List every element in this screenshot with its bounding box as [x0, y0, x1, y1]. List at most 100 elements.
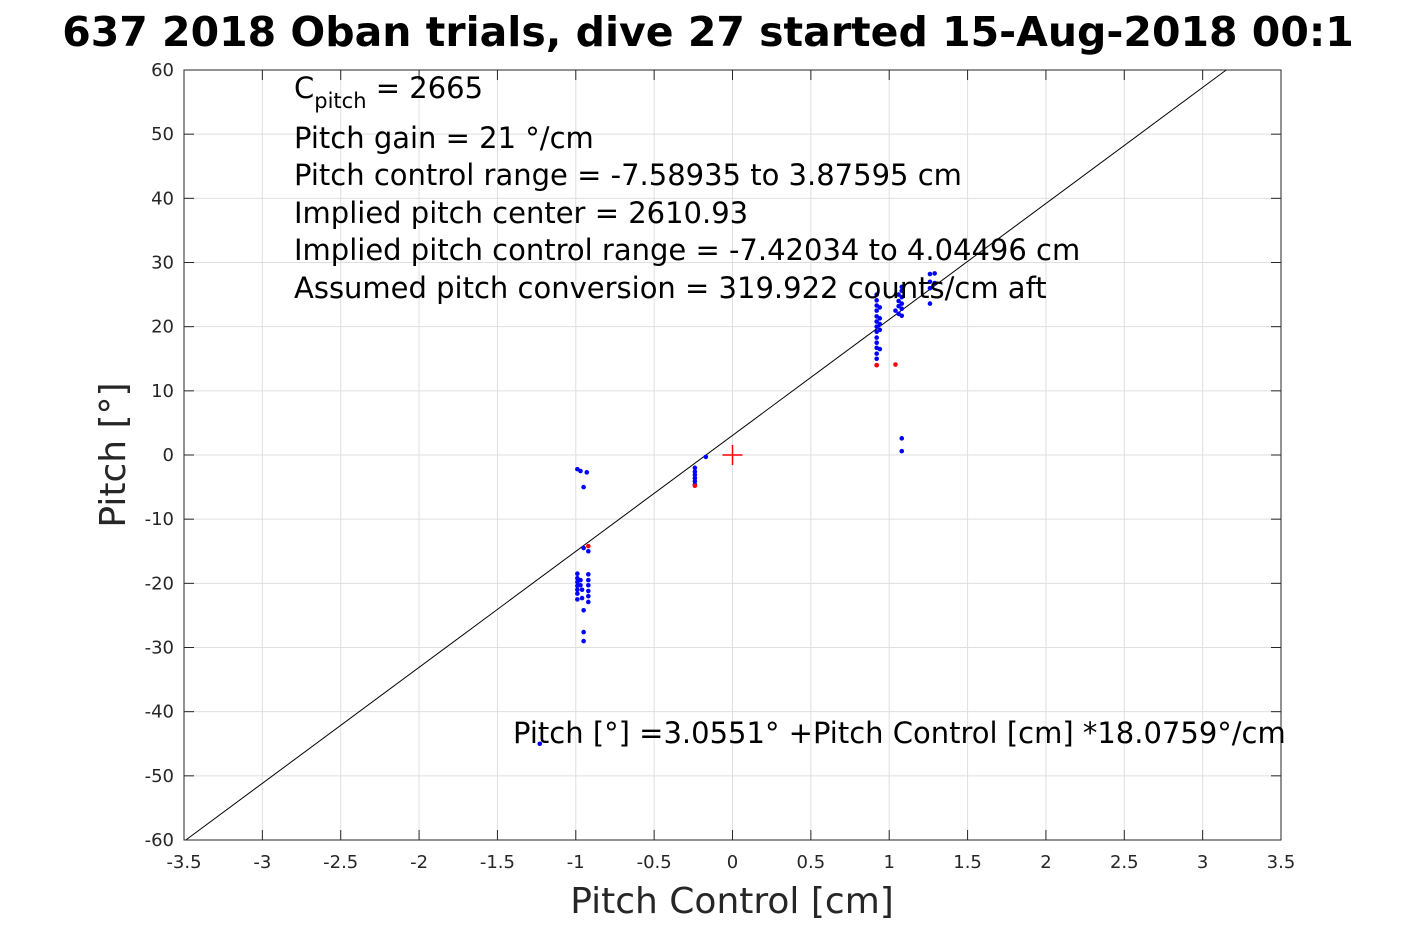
y-tick-label: -40	[145, 702, 174, 723]
plot-area	[183, 69, 1282, 841]
data-point	[896, 298, 901, 304]
data-point	[581, 638, 586, 644]
x-tick-label: -2	[410, 852, 428, 873]
pitch-gain-annotation: Pitch gain = 21 °/cm	[294, 121, 594, 155]
data-point	[874, 298, 879, 303]
data-point	[586, 599, 591, 605]
y-tick-label: -10	[145, 509, 174, 530]
data-point	[586, 588, 591, 594]
implied-pitch-control-range-annotation: Implied pitch control range = -7.42034 t…	[294, 233, 1080, 267]
data-point	[579, 587, 585, 593]
x-tick-label: 0	[727, 852, 738, 873]
data-point	[581, 484, 586, 490]
data-point	[575, 597, 580, 602]
data-point	[932, 280, 937, 286]
data-point	[877, 327, 883, 333]
data-point	[575, 571, 580, 577]
data-point	[692, 469, 698, 474]
data-point	[692, 479, 698, 484]
y-tick-labels: -60 -50 -40 -30 -20 -10 0 10 20 30 40 50 60	[145, 60, 174, 851]
y-tick-label: 0	[163, 445, 174, 466]
data-point	[893, 362, 898, 367]
data-points	[537, 271, 937, 747]
x-tick-label: -0.5	[637, 852, 672, 873]
c-pitch-annotation: Cpitch = 2665	[294, 71, 483, 113]
data-point	[927, 301, 933, 306]
data-point	[586, 593, 591, 599]
y-tick-label: 30	[151, 253, 174, 274]
y-tick-label: 20	[151, 317, 174, 338]
c-pitch-main: C	[294, 71, 314, 105]
x-tick-labels: -3.5 -3 -2.5 -2 -1.5 -1 -0.5 0 0.5 1 1.5 2 2.5 3 3.5	[166, 852, 1295, 873]
data-point	[927, 285, 933, 291]
data-point	[874, 362, 879, 368]
data-point	[877, 305, 883, 310]
data-point	[578, 582, 583, 588]
x-tick-label: -2.5	[323, 852, 358, 873]
data-point	[581, 607, 586, 613]
data-point	[692, 465, 698, 471]
x-tick-label: 3.5	[1267, 852, 1296, 873]
data-point	[893, 308, 898, 313]
data-point	[586, 543, 591, 549]
data-point	[874, 324, 879, 329]
chart-title: 637 2018 Oban trials, dive 27 started 15…	[62, 8, 1354, 56]
y-tick-label: -20	[145, 573, 174, 594]
y-tick-label: -60	[145, 830, 174, 851]
data-point	[899, 448, 905, 454]
data-point	[899, 301, 905, 306]
data-point	[874, 340, 879, 346]
x-tick-label: -1	[567, 852, 585, 873]
axis-ticks	[183, 69, 1282, 841]
data-point	[874, 292, 879, 297]
data-point	[874, 335, 879, 340]
x-tick-label: -3	[253, 852, 271, 873]
c-pitch-subscript: pitch	[314, 89, 366, 113]
data-point	[927, 279, 933, 285]
x-axis-label: Pitch Control [cm]	[570, 881, 894, 922]
data-point	[874, 356, 879, 362]
center-marker-group	[722, 445, 743, 465]
data-point	[692, 475, 698, 481]
data-point	[899, 284, 905, 290]
data-point	[586, 572, 591, 577]
x-tick-label: -3.5	[166, 852, 201, 873]
data-point	[578, 468, 583, 474]
data-point	[877, 316, 883, 321]
fit-equation-annotation: Pitch [°] =3.0551° +Pitch Control [cm] *…	[513, 716, 1286, 750]
pitch-control-range-annotation: Pitch control range = -7.58935 to 3.8759…	[294, 158, 962, 192]
data-point	[877, 321, 883, 327]
data-point	[692, 472, 698, 478]
y-tick-label: 60	[151, 60, 174, 81]
x-tick-label: 0.5	[797, 852, 826, 873]
data-point	[586, 582, 591, 588]
implied-pitch-center-annotation: Implied pitch center = 2610.93	[294, 196, 748, 230]
data-point	[899, 313, 905, 319]
data-point	[579, 595, 585, 601]
data-point	[899, 306, 905, 312]
data-point	[586, 548, 591, 554]
data-point	[874, 351, 879, 356]
data-point	[874, 308, 879, 313]
data-point	[575, 587, 580, 593]
data-point	[899, 288, 905, 294]
data-point	[896, 303, 901, 309]
data-point	[927, 271, 933, 277]
y-tick-label: 40	[151, 188, 174, 209]
data-point	[877, 346, 883, 352]
c-pitch-value: = 2665	[367, 71, 484, 105]
data-point	[692, 483, 698, 489]
x-tick-label: 1.5	[953, 852, 982, 873]
x-tick-label: 1	[883, 852, 894, 873]
data-point	[899, 436, 905, 441]
annotation-block: Cpitch = 2665 Pitch gain = 21 °/cm Pitch…	[294, 71, 1080, 305]
data-point	[581, 629, 586, 635]
x-tick-label: -1.5	[480, 852, 515, 873]
data-point	[578, 577, 583, 583]
x-tick-label: 2.5	[1110, 852, 1139, 873]
x-tick-label: 3	[1197, 852, 1208, 873]
data-point	[703, 454, 709, 460]
y-tick-label: 10	[151, 381, 174, 402]
data-point	[584, 470, 590, 475]
